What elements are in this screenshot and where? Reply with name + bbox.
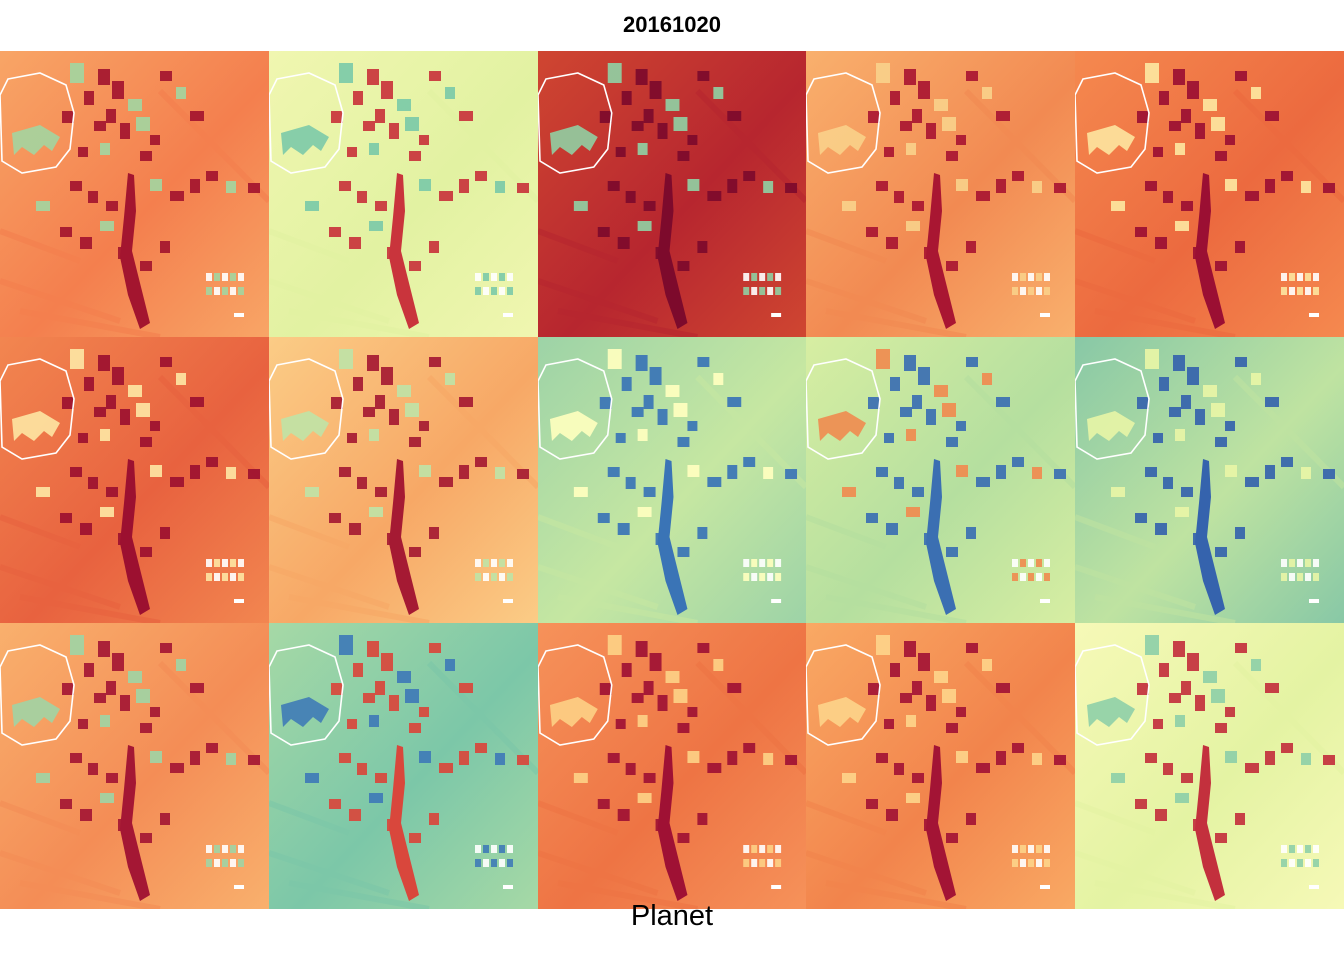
raster-panel-r1-c4 — [806, 51, 1075, 337]
page-title: 20161020 — [623, 12, 721, 37]
raster-image — [1075, 623, 1344, 909]
boundary-outline — [806, 644, 881, 746]
raster-panel-r3-c3 — [538, 623, 806, 909]
raster-panel-r2-c5 — [1075, 337, 1344, 623]
boundary-outline — [806, 72, 881, 174]
raster-panel-r2-c4 — [806, 337, 1075, 623]
boundary-outline — [0, 358, 75, 460]
raster-panel-r1-c3 — [538, 51, 806, 337]
raster-panel-r1-c2 — [269, 51, 538, 337]
boundary-outline — [1075, 72, 1150, 174]
raster-image — [1075, 337, 1344, 623]
raster-image — [806, 623, 1075, 909]
boundary-outline — [1075, 358, 1150, 460]
raster-image — [0, 337, 269, 623]
raster-image — [806, 337, 1075, 623]
raster-panel-r1-c1 — [0, 51, 269, 337]
boundary-outline — [269, 358, 344, 460]
raster-panel-r3-c4 — [806, 623, 1075, 909]
raster-image — [538, 337, 806, 623]
raster-panel-r1-c5 — [1075, 51, 1344, 337]
raster-image — [0, 51, 269, 337]
raster-image — [538, 623, 806, 909]
raster-panel-r2-c2 — [269, 337, 538, 623]
boundary-outline — [0, 72, 75, 174]
boundary-outline — [269, 644, 344, 746]
boundary-outline — [269, 72, 344, 174]
boundary-outline — [538, 72, 613, 174]
raster-image — [269, 337, 538, 623]
raster-panel-r2-c1 — [0, 337, 269, 623]
raster-image — [538, 51, 806, 337]
raster-image — [269, 51, 538, 337]
raster-panel-r3-c2 — [269, 623, 538, 909]
boundary-outline — [538, 358, 613, 460]
raster-panel-r3-c5 — [1075, 623, 1344, 909]
raster-image — [1075, 51, 1344, 337]
raster-panel-r2-c3 — [538, 337, 806, 623]
boundary-outline — [538, 644, 613, 746]
raster-panel-grid — [0, 51, 1344, 909]
raster-image — [806, 51, 1075, 337]
raster-image — [269, 623, 538, 909]
footer-label: Planet — [630, 900, 714, 932]
boundary-outline — [1075, 644, 1150, 746]
raster-panel-r3-c1 — [0, 623, 269, 909]
raster-image — [0, 623, 269, 909]
boundary-outline — [0, 644, 75, 746]
boundary-outline — [806, 358, 881, 460]
